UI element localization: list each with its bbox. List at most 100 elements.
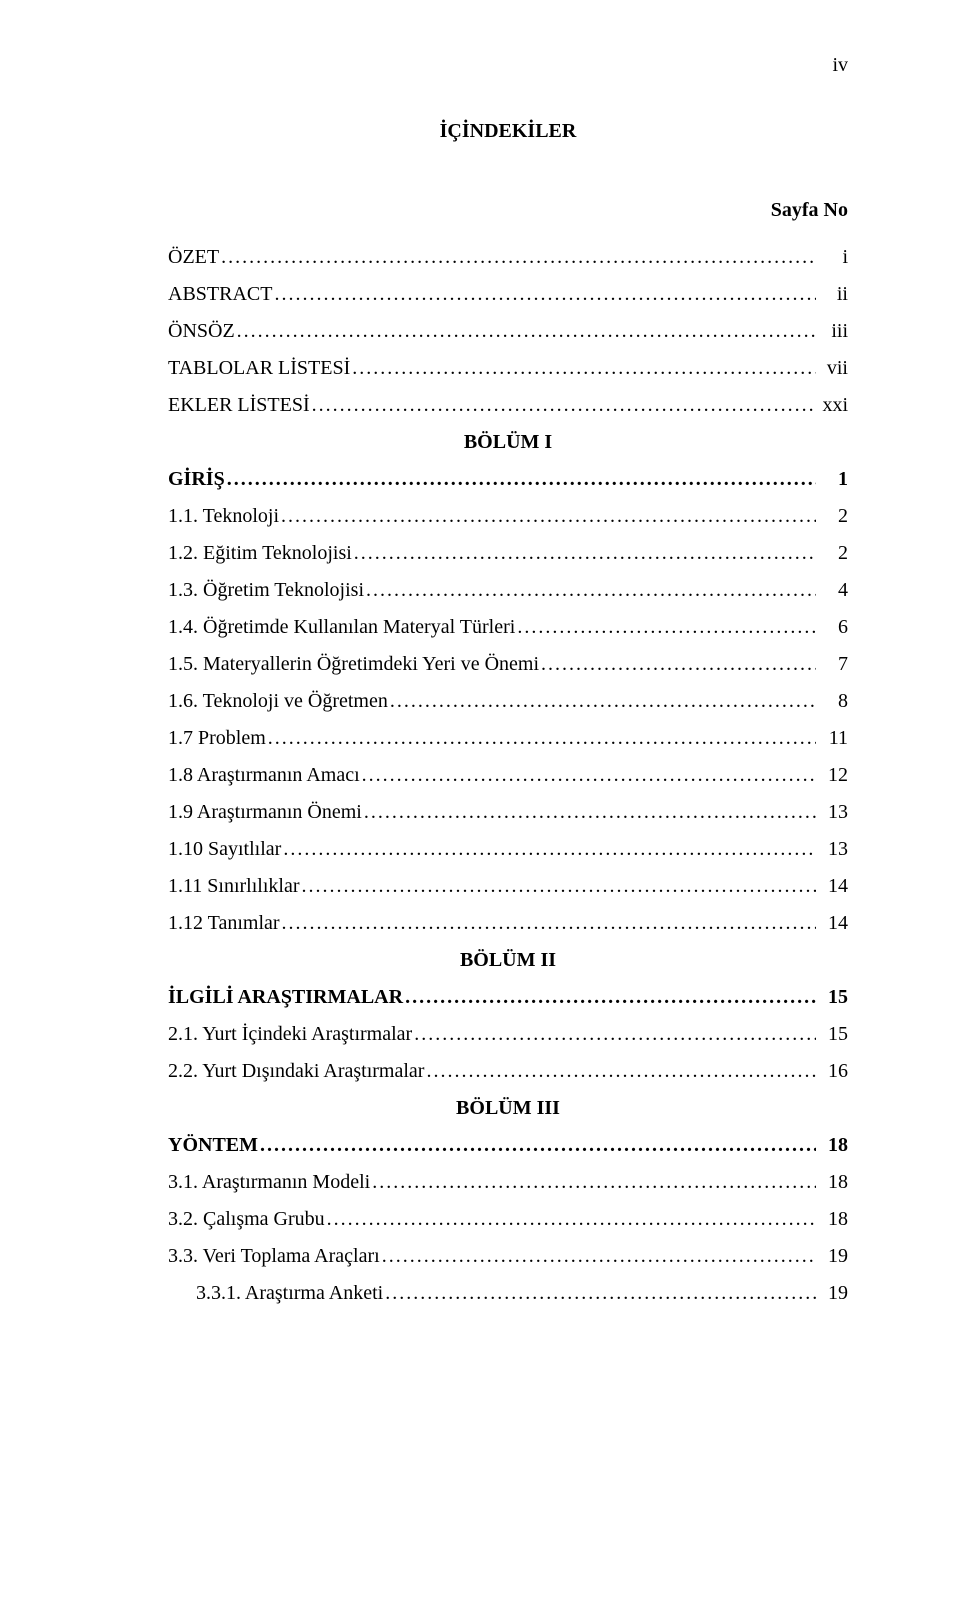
toc-leader: ........................................… — [219, 240, 816, 275]
document-page: iv İÇİNDEKİLER Sayfa No ÖZET ...........… — [0, 0, 960, 1597]
toc-label: 1.1. Teknoloji — [168, 499, 279, 534]
page-number: iv — [832, 54, 848, 77]
toc-leader: ........................................… — [235, 314, 816, 349]
toc-label: 2.1. Yurt İçindeki Araştırmalar — [168, 1017, 412, 1052]
toc-leader: ........................................… — [388, 684, 816, 719]
toc-pagenum: 4 — [816, 573, 848, 608]
toc-entry: 1.1. Teknoloji .........................… — [168, 499, 848, 534]
toc-pagenum: 16 — [816, 1054, 848, 1089]
toc-label: TABLOLAR LİSTESİ — [168, 351, 350, 386]
toc-pagenum: 15 — [816, 1017, 848, 1052]
toc-label: 1.2. Eğitim Teknolojisi — [168, 536, 352, 571]
toc-pagenum: 18 — [816, 1202, 848, 1237]
toc-entry: 2.2. Yurt Dışındaki Araştırmalar .......… — [168, 1054, 848, 1089]
toc-pagenum: i — [816, 240, 848, 275]
toc-pagenum: 7 — [816, 647, 848, 682]
toc-leader: ........................................… — [325, 1202, 816, 1237]
toc-pagenum: 2 — [816, 499, 848, 534]
toc-label: 1.10 Sayıtlılar — [168, 832, 281, 867]
toc-pagenum: 15 — [816, 980, 848, 1015]
toc-pagenum: 14 — [816, 869, 848, 904]
toc-leader: ........................................… — [225, 462, 816, 497]
toc-label: 3.3. Veri Toplama Araçları — [168, 1239, 380, 1274]
toc-entry: 1.6. Teknoloji ve Öğretmen .............… — [168, 684, 848, 719]
toc-pagenum: 13 — [816, 832, 848, 867]
toc-pagenum: 8 — [816, 684, 848, 719]
toc-leader: ........................................… — [380, 1239, 816, 1274]
toc-label: 1.3. Öğretim Teknolojisi — [168, 573, 364, 608]
toc-label: EKLER LİSTESİ — [168, 388, 310, 423]
toc-label: ABSTRACT — [168, 277, 272, 312]
toc-leader: ........................................… — [310, 388, 816, 423]
toc-leader: ........................................… — [515, 610, 816, 645]
toc-label: 1.9 Araştırmanın Önemi — [168, 795, 362, 830]
toc-label: 1.4. Öğretimde Kullanılan Materyal Türle… — [168, 610, 515, 645]
toc-leader: ........................................… — [362, 795, 816, 830]
toc-leader: ........................................… — [424, 1054, 816, 1089]
toc-pagenum: ii — [816, 277, 848, 312]
toc-label: 1.6. Teknoloji ve Öğretmen — [168, 684, 388, 719]
toc-entry: 1.7 Problem ............................… — [168, 721, 848, 756]
section-header-bolum-1: BÖLÜM I — [168, 425, 848, 460]
toc-label: 1.8 Araştırmanın Amacı — [168, 758, 360, 793]
toc-leader: ........................................… — [350, 351, 816, 386]
toc-pagenum: 18 — [816, 1165, 848, 1200]
toc-pagenum: 11 — [816, 721, 848, 756]
toc-leader: ........................................… — [266, 721, 816, 756]
toc-pagenum: 6 — [816, 610, 848, 645]
toc-entry: GİRİŞ ..................................… — [168, 462, 848, 497]
toc-leader: ........................................… — [539, 647, 816, 682]
toc-pagenum: 18 — [816, 1128, 848, 1163]
section-header-bolum-3: BÖLÜM III — [168, 1091, 848, 1126]
toc-entry: 3.3. Veri Toplama Araçları .............… — [168, 1239, 848, 1274]
section-header-bolum-2: BÖLÜM II — [168, 943, 848, 978]
toc-entry: 1.10 Sayıtlılar ........................… — [168, 832, 848, 867]
toc-label: 3.2. Çalışma Grubu — [168, 1202, 325, 1237]
toc-leader: ........................................… — [258, 1128, 816, 1163]
toc-entry: 1.11 Sınırlılıklar .....................… — [168, 869, 848, 904]
toc-label: ÖZET — [168, 240, 219, 275]
toc-label: ÖNSÖZ — [168, 314, 235, 349]
toc-entry: 1.8 Araştırmanın Amacı .................… — [168, 758, 848, 793]
toc-leader: ........................................… — [383, 1276, 816, 1311]
toc-entry: 1.2. Eğitim Teknolojisi ................… — [168, 536, 848, 571]
toc-label: GİRİŞ — [168, 462, 225, 497]
toc-entry: 2.1. Yurt İçindeki Araştırmalar ........… — [168, 1017, 848, 1052]
toc-leader: ........................................… — [272, 277, 816, 312]
toc-entry: 1.4. Öğretimde Kullanılan Materyal Türle… — [168, 610, 848, 645]
toc-pagenum: 13 — [816, 795, 848, 830]
toc-leader: ........................................… — [412, 1017, 816, 1052]
toc-leader: ........................................… — [299, 869, 816, 904]
toc-entry: 3.3.1. Araştırma Anketi ................… — [168, 1276, 848, 1311]
toc-label: 3.1. Araştırmanın Modeli — [168, 1165, 370, 1200]
toc-leader: ........................................… — [280, 906, 816, 941]
toc-pagenum: 19 — [816, 1276, 848, 1311]
toc-leader: ........................................… — [279, 499, 816, 534]
toc-label: 3.3.1. Araştırma Anketi — [196, 1276, 383, 1311]
toc-label: İLGİLİ ARAŞTIRMALAR — [168, 980, 403, 1015]
toc-label: 1.5. Materyallerin Öğretimdeki Yeri ve Ö… — [168, 647, 539, 682]
toc-pagenum: 19 — [816, 1239, 848, 1274]
toc-entry: ABSTRACT ...............................… — [168, 277, 848, 312]
toc-entry: 1.12 Tanımlar ..........................… — [168, 906, 848, 941]
toc-label: 2.2. Yurt Dışındaki Araştırmalar — [168, 1054, 424, 1089]
toc-leader: ........................................… — [360, 758, 816, 793]
toc-leader: ........................................… — [364, 573, 816, 608]
toc-pagenum: 1 — [816, 462, 848, 497]
toc-title: İÇİNDEKİLER — [168, 120, 848, 143]
toc-label: YÖNTEM — [168, 1128, 258, 1163]
toc-entry: EKLER LİSTESİ ..........................… — [168, 388, 848, 423]
toc-leader: ........................................… — [403, 980, 816, 1015]
toc-label: 1.12 Tanımlar — [168, 906, 280, 941]
toc-leader: ........................................… — [281, 832, 816, 867]
toc-label: 1.7 Problem — [168, 721, 266, 756]
toc-entry: ÖNSÖZ ..................................… — [168, 314, 848, 349]
toc-entry: ÖZET ...................................… — [168, 240, 848, 275]
toc-pagenum: 2 — [816, 536, 848, 571]
toc-pagenum: iii — [816, 314, 848, 349]
toc-pagenum: vii — [816, 351, 848, 386]
toc-label: 1.11 Sınırlılıklar — [168, 869, 299, 904]
toc-leader: ........................................… — [370, 1165, 816, 1200]
toc-pagenum: xxi — [816, 388, 848, 423]
column-header: Sayfa No — [168, 199, 848, 222]
